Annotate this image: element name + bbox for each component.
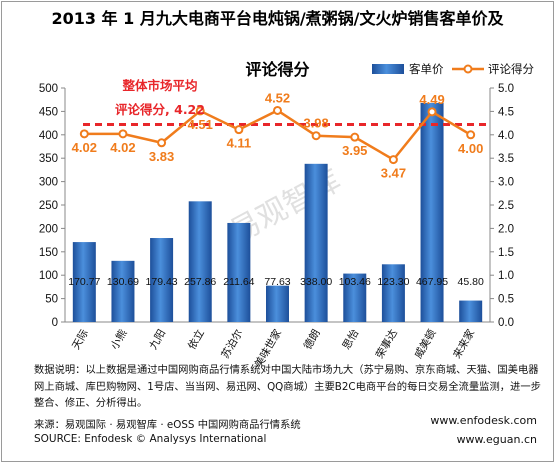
bar-德朗 [304,163,328,322]
bar-value-label: 338.00 [300,276,332,288]
score-value-label: 4.02 [72,140,97,155]
y-right-tick-label: 1.5 [498,247,514,259]
y-right-tick-label: 0.0 [498,317,514,329]
y-left-tick-label: 250 [39,200,58,212]
x-tick-label: 依立 [185,327,207,352]
bar-苏泊尔 [227,222,251,322]
y-right-tick-label: 1.0 [498,270,514,282]
y-right-tick-label: 5.0 [498,83,514,95]
score-line [84,109,472,162]
bar-value-label: 211.64 [223,276,254,288]
x-tick-label: 威美顿 [412,327,439,361]
source-english: SOURCE: Enfodesk © Analysys Internationa… [34,433,267,445]
legend-bar-swatch [372,64,404,74]
score-point-美味世家 [273,105,282,115]
legend-line-label: 评论得分 [488,62,534,76]
source-chinese: 来源：易观国际 · 易观智库 · eOSS 中国网购商品行情系统 [34,419,301,431]
score-point-天际 [79,129,89,139]
website-eguan: www.eguan.cn [456,433,537,446]
y-left-tick-label: 300 [39,177,58,189]
score-value-label: 3.47 [381,166,406,181]
score-value-label: 3.98 [303,116,328,131]
bar-value-label: 179.43 [146,276,178,288]
y-right-tick-label: 0.5 [498,294,514,306]
y-left-tick-label: 150 [39,247,58,259]
average-annotation-line-1: 整体市场平均 [122,78,197,93]
legend-line-marker [463,64,473,74]
y-right-tick-label: 3.5 [498,153,514,165]
y-right-tick-label: 3.0 [498,177,514,189]
bar-天际 [72,242,96,322]
x-tick-label: 九阳 [147,328,168,352]
bar-思怡 [343,273,367,322]
bar-value-label: 45.80 [458,276,484,288]
score-value-label: 4.00 [458,141,483,156]
website-enfodesk: www.enfodesk.com [430,414,537,427]
score-point-小熊 [118,129,128,139]
score-point-依立 [195,106,205,116]
bar-value-label: 103.46 [339,276,371,288]
y-left-tick-label: 100 [39,270,58,282]
score-value-label: 4.02 [110,140,135,155]
score-point-荣事达 [388,155,398,165]
bar-依立 [188,201,212,322]
y-left-tick-label: 450 [39,106,58,118]
bar-value-label: 257.86 [184,276,216,288]
y-left-tick-label: 0 [52,317,58,329]
legend-bar-label: 客单价 [409,62,444,76]
average-annotation-line-2: 评论得分, 4.22 [115,102,205,117]
score-value-label: 4.51 [188,117,213,132]
score-point-德朗 [311,131,321,141]
score-value-label: 3.83 [149,149,174,164]
x-tick-label: 荣事达 [373,327,400,361]
score-value-label: 3.95 [342,143,367,158]
score-value-label: 4.52 [265,90,290,105]
y-left-tick-label: 350 [39,153,58,165]
x-tick-label: 来来家 [450,327,477,361]
bar-来来家 [459,300,483,322]
y-left-tick-label: 50 [45,294,58,306]
bar-美味世家 [266,285,289,322]
x-tick-label: 天际 [70,328,91,352]
y-right-tick-label: 4.0 [498,130,514,142]
chart-title-line-2: 评论得分 [245,60,310,79]
y-right-tick-label: 2.5 [498,200,514,212]
bar-威美顿 [420,102,444,323]
bar-荣事达 [381,264,405,322]
y-left-tick-label: 400 [39,130,58,142]
bar-value-label: 467.95 [416,276,448,288]
y-left-tick-label: 500 [39,83,58,95]
data-footnote: 数据说明：以上数据是通过中国网购商品行情系统对中国大陆市场九大（苏宁易购、京东商… [34,364,541,409]
bar-value-label: 130.69 [107,276,139,288]
bar-小熊 [111,260,135,322]
y-right-tick-label: 4.5 [498,106,514,118]
y-right-tick-label: 2.0 [498,223,514,235]
x-tick-label: 小熊 [108,327,130,352]
chart-title-line-1: 2013 年 1 月九大电商平台电炖锅/煮粥锅/文火炉销售客单价及 [51,9,504,28]
bar-value-label: 77.63 [264,276,290,288]
score-point-威美顿 [427,107,437,117]
bar-value-label: 170.77 [68,276,100,288]
x-tick-label: 思怡 [340,327,362,352]
bar-九阳 [150,238,174,322]
x-tick-label: 德朗 [301,327,323,352]
score-value-label: 4.11 [227,136,252,151]
y-left-tick-label: 200 [39,223,58,235]
x-tick-label: 苏泊尔 [218,327,245,361]
score-point-九阳 [157,138,167,148]
score-point-思怡 [350,132,360,142]
score-value-label: 4.49 [419,92,444,107]
bar-value-label: 123.30 [377,276,409,288]
score-point-苏泊尔 [234,125,244,135]
score-point-来来家 [466,130,476,140]
